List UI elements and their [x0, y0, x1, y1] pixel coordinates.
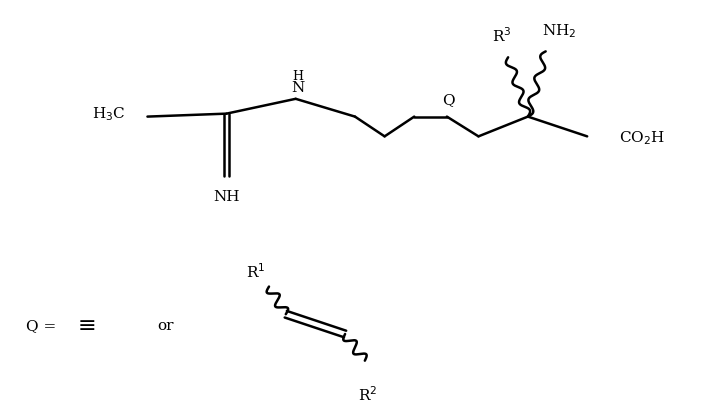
Text: ≡: ≡: [77, 315, 96, 337]
Text: or: or: [157, 319, 174, 333]
Text: Q: Q: [442, 93, 455, 107]
Text: R$^3$: R$^3$: [492, 27, 512, 45]
Text: R$^1$: R$^1$: [247, 262, 266, 281]
Text: NH: NH: [213, 190, 240, 204]
Text: NH$_2$: NH$_2$: [542, 22, 576, 40]
Text: CO$_2$H: CO$_2$H: [619, 129, 665, 147]
Text: Q =: Q =: [26, 319, 56, 333]
Text: H: H: [292, 70, 303, 83]
Text: R$^2$: R$^2$: [358, 386, 378, 404]
Text: H$_3$C: H$_3$C: [92, 106, 126, 124]
Text: N: N: [291, 81, 304, 95]
